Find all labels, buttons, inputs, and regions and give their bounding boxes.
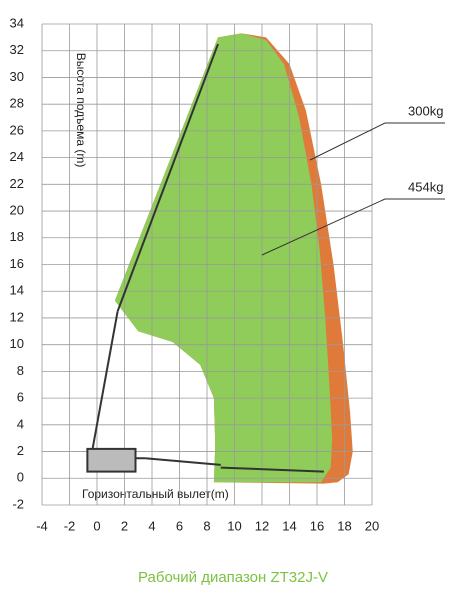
plot: -4 -2 0 2 4 6 8 10 12 14 16 18 20-202468101214161820… — [10, 15, 445, 533]
x-tick-label: -2 — [64, 518, 76, 533]
y-tick-label: 22 — [10, 176, 24, 191]
leader-line — [309, 122, 386, 161]
machine — [86, 43, 324, 473]
y-tick-label: 24 — [10, 149, 24, 164]
chart-title: Рабочий диапазон ZT32J-V — [138, 569, 328, 586]
y-tick-label: 2 — [17, 443, 24, 458]
legend-label: 300kg — [408, 103, 443, 118]
x-tick-label: -4 — [36, 518, 48, 533]
x-tick-label: 12 — [255, 518, 269, 533]
y-tick-label: 34 — [10, 15, 24, 30]
y-tick-label: 6 — [17, 390, 24, 405]
y-tick-label: 10 — [10, 336, 24, 351]
legend-label: 454kg — [408, 179, 443, 194]
chassis — [86, 447, 137, 473]
x-tick-label: 6 — [176, 518, 183, 533]
leader-line — [261, 198, 386, 256]
y-tick-label: 12 — [10, 309, 24, 324]
y-tick-label: -2 — [12, 496, 24, 511]
x-tick-label: 16 — [310, 518, 324, 533]
x-tick-label: 18 — [337, 518, 351, 533]
x-tick-label: 10 — [227, 518, 241, 533]
x-tick-label: 14 — [282, 518, 296, 533]
y-tick-label: 28 — [10, 96, 24, 111]
y-tick-label: 0 — [17, 470, 24, 485]
x-tick-label: 8 — [203, 518, 210, 533]
x-tick-label: 2 — [121, 518, 128, 533]
y-axis-label: Высота подъема (m) — [74, 53, 88, 168]
y-tick-label: 26 — [10, 122, 24, 137]
y-tick-label: 4 — [17, 416, 24, 431]
y-tick-label: 8 — [17, 363, 24, 378]
x-tick-label: 0 — [93, 518, 100, 533]
y-tick-label: 32 — [10, 42, 24, 57]
y-tick-label: 14 — [10, 283, 24, 298]
x-axis-label: Горизонтальный вылет(m) — [82, 487, 229, 501]
boom — [89, 311, 119, 463]
y-tick-label: 20 — [10, 202, 24, 217]
y-tick-label: 16 — [10, 256, 24, 271]
boom — [220, 466, 324, 473]
x-tick-label: 20 — [365, 518, 379, 533]
x-tick-label: 4 — [148, 518, 155, 533]
y-tick-label: 18 — [10, 229, 24, 244]
boom — [116, 43, 219, 312]
y-tick-label: 30 — [10, 69, 24, 84]
boom — [145, 457, 221, 466]
envelope-area — [114, 33, 333, 483]
